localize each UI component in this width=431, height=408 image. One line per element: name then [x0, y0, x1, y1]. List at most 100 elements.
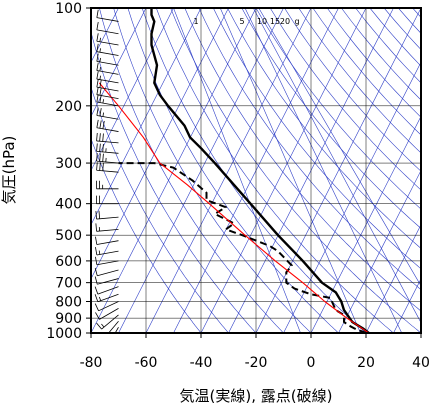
dry-adiabat — [284, 8, 421, 172]
dry-adiabat — [91, 137, 202, 333]
isotherm-line — [365, 224, 421, 333]
wind-barb-staff — [96, 240, 119, 245]
wind-barb-staff — [96, 216, 119, 220]
wind-barb-flag — [99, 67, 101, 72]
mixing-ratio-label: g — [294, 17, 299, 26]
dry-adiabat — [383, 8, 421, 50]
dry-adiabat — [184, 8, 421, 312]
wind-barb-flag — [103, 351, 111, 354]
wind-barb-flag — [95, 312, 100, 320]
wind-barb — [94, 293, 119, 303]
wind-barb — [114, 327, 119, 333]
isotherm-line — [255, 8, 421, 333]
wind-barb — [96, 86, 119, 99]
mixing-ratio-label: 5 — [239, 17, 244, 26]
y-tick-label: 400 — [55, 197, 82, 213]
dry-adiabat — [312, 8, 421, 136]
dry-adiabat — [141, 8, 367, 333]
wind-barb — [103, 332, 119, 354]
wind-barb-flag — [99, 108, 102, 117]
parcel-line — [98, 82, 370, 333]
dry-adiabat — [213, 8, 421, 270]
wind-barb-flag — [99, 120, 102, 129]
wind-barb-staff — [101, 314, 119, 330]
dry-adiabat — [91, 30, 257, 333]
wind-barb — [96, 107, 119, 120]
dry-adiabat — [227, 8, 421, 249]
wind-barb-flag — [98, 250, 101, 255]
wind-barb-staff — [97, 286, 119, 295]
wind-barb-flag — [94, 286, 99, 295]
x-ticks: -80 -60 -40 -20 0 20 40 — [80, 333, 430, 371]
wind-barb-staff — [96, 229, 119, 232]
wind-barb — [95, 308, 119, 320]
wind-barb-flag — [99, 57, 101, 63]
wind-barb — [96, 195, 119, 205]
wind-barb — [96, 153, 119, 164]
isotherm-line — [91, 8, 202, 226]
isotherm-line — [91, 8, 257, 333]
mixing-ratio-line — [244, 8, 403, 333]
wind-barb-flag — [96, 119, 99, 128]
wind-barb — [96, 143, 119, 154]
wind-barb — [96, 9, 119, 22]
wind-barb-flag — [96, 79, 99, 88]
wind-barb — [94, 286, 119, 295]
x-tick-label: 40 — [412, 355, 430, 371]
wind-barb-staff — [96, 61, 119, 66]
wind-barb-flag — [96, 62, 99, 71]
wind-barb-staff — [98, 301, 119, 312]
wind-barb-flag — [95, 256, 98, 265]
dry-adiabat — [156, 8, 394, 333]
wind-barb — [94, 276, 119, 285]
y-tick-label: 900 — [55, 311, 82, 327]
mixing-ratio-label: 15 — [270, 17, 280, 26]
isotherm-line — [420, 332, 421, 333]
y-tick-label: 300 — [55, 156, 82, 172]
wind-barb-flag — [102, 153, 104, 162]
wind-barb-flag — [102, 162, 104, 171]
wind-barb-flag — [102, 133, 104, 142]
wind-barb-flag — [96, 94, 99, 103]
wind-barb-staff — [96, 29, 119, 35]
mixing-ratio-label: 1 — [193, 17, 198, 26]
series-layer — [98, 8, 370, 333]
y-tick-label: 800 — [55, 295, 82, 311]
wind-barb — [96, 43, 119, 56]
temperature-line — [150, 8, 370, 333]
wind-barb-flag — [99, 153, 101, 162]
wind-barb-flag — [102, 112, 104, 117]
isotherm-line — [91, 8, 147, 117]
wind-barb — [96, 132, 119, 144]
x-tick-label: 20 — [357, 355, 375, 371]
isotherm-line — [338, 169, 421, 333]
x-tick-label: -20 — [245, 355, 268, 371]
wind-barb-flag — [99, 79, 102, 88]
dry-adiabat — [298, 8, 421, 154]
dry-adiabat — [269, 8, 421, 191]
wind-barb-flag — [99, 162, 101, 171]
wind-barb-staff — [96, 250, 119, 256]
wind-barb-flag — [99, 37, 101, 42]
wind-barb-staff — [96, 160, 119, 164]
wind-barb-flag — [96, 9, 99, 18]
x-tick-label: 0 — [307, 355, 316, 371]
wind-barb-flag — [99, 75, 101, 80]
mixing-ratio-line — [258, 8, 421, 287]
wind-barb-flag — [95, 247, 98, 256]
wind-barb-staff — [96, 260, 119, 266]
wind-barb — [95, 223, 119, 232]
wind-barb-staff — [96, 151, 119, 154]
dry-adiabat — [241, 8, 421, 229]
wind-barb-staff — [99, 308, 119, 320]
wind-barb-flag — [96, 322, 102, 330]
wind-barb-flag — [94, 276, 98, 285]
isotherm-line — [200, 8, 367, 333]
wind-barb-flag — [99, 48, 101, 53]
y-tick-label: 500 — [55, 228, 82, 244]
wind-barb-staff — [96, 169, 119, 173]
wind-barb-flag — [96, 53, 99, 62]
wind-barb-staff — [96, 94, 119, 99]
wind-barb-flag — [95, 223, 97, 232]
